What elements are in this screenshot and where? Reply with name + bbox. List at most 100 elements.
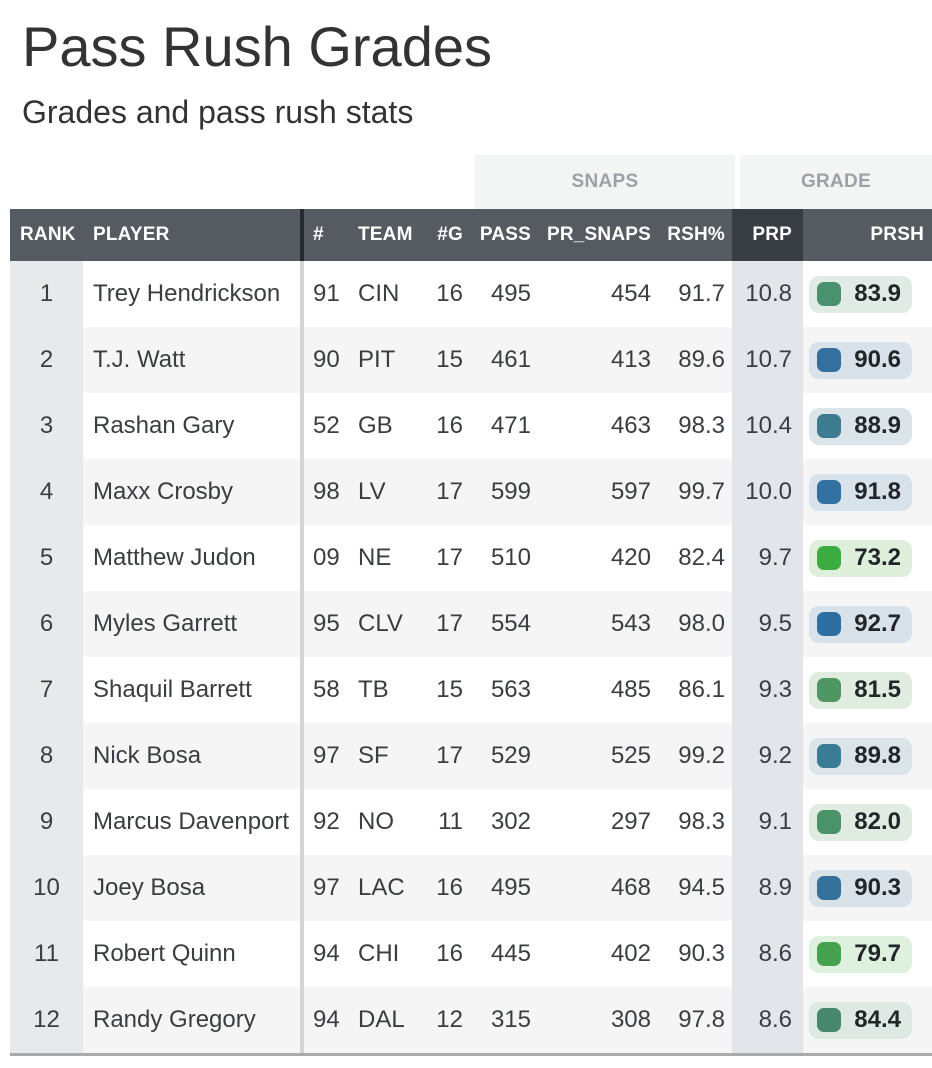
rush-pct-cell: 86.1: [678, 676, 725, 703]
pass-snaps-cell: 471: [490, 412, 531, 439]
jersey-number-cell: 52: [313, 412, 340, 439]
grade-swatch-icon: [817, 348, 842, 372]
games-cell: 16: [436, 874, 463, 901]
grade-swatch-icon: [817, 480, 842, 504]
pr-snaps-cell: 413: [610, 346, 651, 373]
rush-pct-cell: 98.3: [678, 412, 725, 439]
prp-cell: 8.6: [732, 921, 803, 987]
column-divider: [300, 459, 304, 525]
column-header-prp-sorted[interactable]: PRP: [732, 209, 803, 261]
prp-cell: 10.8: [732, 261, 803, 327]
table-header-row: RANK PLAYER # TEAM #G PASS PR_SNAPS RSH%…: [10, 209, 932, 261]
prsh-cell: 82.0: [803, 789, 932, 855]
jersey-number-cell: 09: [313, 544, 340, 571]
rush-pct-cell: 94.5: [678, 874, 725, 901]
games-cell: 16: [436, 940, 463, 967]
prsh-cell: 92.7: [803, 591, 932, 657]
column-divider: [300, 261, 304, 327]
pr-snaps-cell: 543: [610, 610, 651, 637]
pr-snaps-cell: 468: [610, 874, 651, 901]
column-group-snaps-label: SNAPS: [571, 171, 639, 192]
table-row: 9 Marcus Davenport 92 NO 11 302 297 98.3…: [10, 789, 932, 855]
page-subtitle: Grades and pass rush stats: [22, 94, 414, 130]
grade-swatch-icon: [817, 678, 842, 702]
rank-cell: 12: [10, 987, 83, 1053]
pass-snaps-cell: 302: [490, 808, 531, 835]
pr-snaps-cell: 402: [610, 940, 651, 967]
prsh-cell: 84.4: [803, 987, 932, 1053]
column-divider: [300, 591, 304, 657]
column-header-rsh-pct[interactable]: RSH%: [667, 224, 725, 245]
grade-badge: 81.5: [809, 671, 912, 709]
jersey-number-cell: 97: [313, 874, 340, 901]
grade-value: 73.2: [854, 544, 901, 571]
player-name-cell: Maxx Crosby: [93, 478, 234, 505]
table-row: 10 Joey Bosa 97 LAC 16 495 468 94.5 8.9 …: [10, 855, 932, 921]
pass-snaps-cell: 495: [490, 874, 531, 901]
games-cell: 17: [436, 478, 463, 505]
prsh-cell: 89.8: [803, 723, 932, 789]
table-row: 2 T.J. Watt 90 PIT 15 461 413 89.6 10.7 …: [10, 327, 932, 393]
column-header-rank[interactable]: RANK: [20, 224, 76, 245]
player-name-cell: Shaquil Barrett: [93, 676, 252, 703]
grade-badge: 82.0: [809, 803, 912, 841]
grade-swatch-icon: [817, 810, 842, 834]
grade-value: 82.0: [854, 808, 901, 835]
jersey-number-cell: 58: [313, 676, 340, 703]
column-header-pass[interactable]: PASS: [479, 224, 531, 245]
column-header-pr-snaps[interactable]: PR_SNAPS: [546, 224, 651, 245]
column-header-player[interactable]: PLAYER: [93, 224, 170, 245]
table-body: 1 Trey Hendrickson 91 CIN 16 495 454 91.…: [10, 261, 932, 1053]
grade-badge: 83.9: [809, 275, 912, 313]
rush-pct-cell: 82.4: [678, 544, 725, 571]
column-header-jersey[interactable]: #: [313, 224, 324, 245]
team-cell: LV: [358, 478, 386, 505]
rank-cell: 3: [10, 393, 83, 459]
pass-snaps-cell: 510: [490, 544, 531, 571]
grade-swatch-icon: [817, 876, 842, 900]
player-name-cell: Randy Gregory: [93, 1006, 256, 1033]
grade-value: 83.9: [854, 280, 901, 307]
rank-cell: 9: [10, 789, 83, 855]
column-header-team[interactable]: TEAM: [358, 224, 413, 245]
column-header-games[interactable]: #G: [437, 224, 463, 245]
team-cell: TB: [358, 676, 389, 703]
column-divider: [300, 855, 304, 921]
team-cell: NE: [358, 544, 392, 571]
games-cell: 11: [438, 808, 463, 835]
rush-pct-cell: 89.6: [678, 346, 725, 373]
games-cell: 17: [436, 610, 463, 637]
page-title: Pass Rush Grades: [22, 15, 492, 78]
grade-swatch-icon: [817, 1008, 842, 1032]
grade-value: 79.7: [854, 940, 901, 967]
team-cell: NO: [358, 808, 394, 835]
pass-snaps-cell: 529: [490, 742, 531, 769]
column-divider: [300, 393, 304, 459]
pass-snaps-cell: 445: [490, 940, 531, 967]
jersey-number-cell: 98: [313, 478, 340, 505]
table-row: 4 Maxx Crosby 98 LV 17 599 597 99.7 10.0…: [10, 459, 932, 525]
jersey-number-cell: 94: [313, 940, 340, 967]
column-group-grade-label: GRADE: [800, 171, 872, 192]
prsh-cell: 91.8: [803, 459, 932, 525]
player-name-cell: T.J. Watt: [93, 346, 186, 373]
prp-cell: 10.0: [732, 459, 803, 525]
prp-cell: 8.6: [732, 987, 803, 1053]
prp-cell: 9.1: [732, 789, 803, 855]
jersey-number-cell: 91: [313, 280, 340, 307]
rank-cell: 8: [10, 723, 83, 789]
team-cell: CHI: [358, 940, 400, 967]
team-cell: GB: [358, 412, 393, 439]
player-name-cell: Nick Bosa: [93, 742, 202, 769]
grade-value: 92.7: [854, 610, 901, 637]
prp-cell: 10.4: [732, 393, 803, 459]
rank-cell: 11: [10, 921, 83, 987]
column-divider: [300, 921, 304, 987]
jersey-number-cell: 90: [313, 346, 340, 373]
games-cell: 16: [436, 280, 463, 307]
grade-badge: 90.6: [809, 341, 912, 379]
prp-cell: 9.5: [732, 591, 803, 657]
table-row: 12 Randy Gregory 94 DAL 12 315 308 97.8 …: [10, 987, 932, 1053]
table-row: 8 Nick Bosa 97 SF 17 529 525 99.2 9.2 89…: [10, 723, 932, 789]
column-header-prsh[interactable]: PRSH: [870, 224, 924, 245]
